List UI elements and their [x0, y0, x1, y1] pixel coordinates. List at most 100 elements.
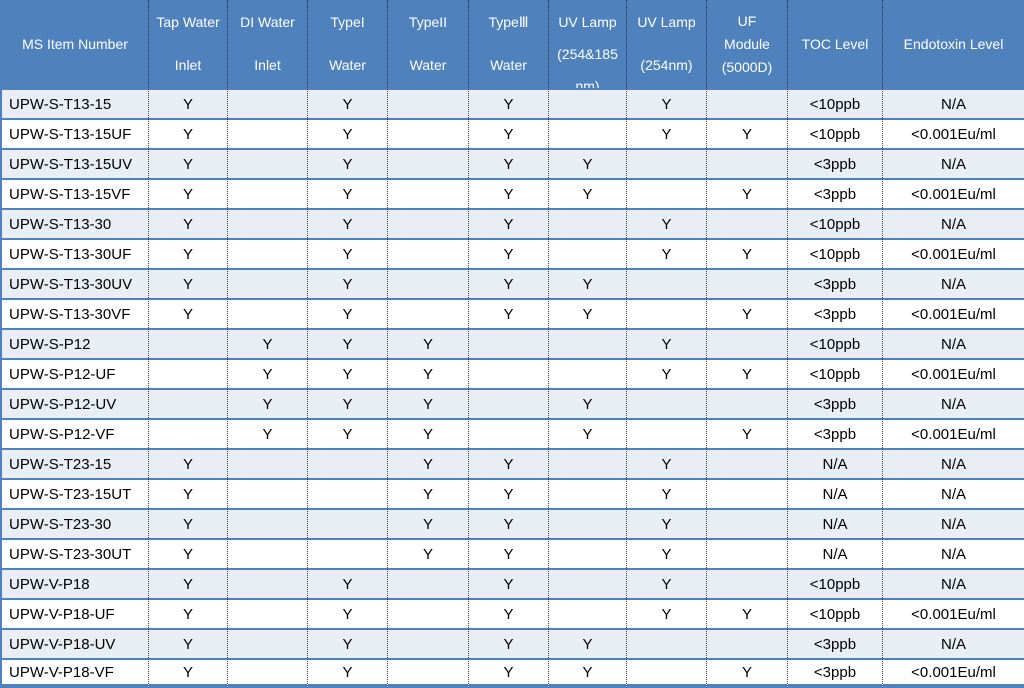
di-water-inlet-cell [228, 568, 308, 598]
uv-lamp-254nm-cell: Y [627, 118, 707, 148]
table-row: UPW-S-T13-15 Y Y Y Y <10ppb N/A [2, 88, 1024, 118]
uv-lamp-254-185nm-cell: Y [549, 148, 627, 178]
toc-level-cell: <10ppb [788, 88, 883, 118]
column-header-type1-water: TypeI Water [308, 0, 388, 88]
type2-water-cell [388, 118, 469, 148]
di-water-inlet-cell: Y [228, 388, 308, 418]
endotoxin-level-cell: N/A [883, 508, 1024, 538]
table-row: UPW-V-P18-UV Y Y Y Y <3ppb N/A [2, 628, 1024, 658]
toc-level-cell: <3ppb [788, 268, 883, 298]
toc-level-cell: <10ppb [788, 598, 883, 628]
uv-lamp-254-185nm-cell [549, 88, 627, 118]
di-water-inlet-cell [228, 148, 308, 178]
type3-water-cell: Y [469, 178, 549, 208]
type3-water-cell: Y [469, 658, 549, 688]
toc-level-cell: <3ppb [788, 178, 883, 208]
ms-item-number-cell: UPW-S-P12-UF [2, 358, 149, 388]
ms-item-number-cell: UPW-S-P12-UV [2, 388, 149, 418]
header-row: MS Item Number Tap Water Inlet DI Water … [2, 0, 1024, 88]
uv-lamp-254nm-cell: Y [627, 508, 707, 538]
table-row: UPW-S-T13-15UF Y Y Y Y Y <10ppb <0.001Eu… [2, 118, 1024, 148]
endotoxin-level-cell: N/A [883, 478, 1024, 508]
uv-lamp-254-185nm-cell [549, 478, 627, 508]
ms-item-number-cell: UPW-S-T13-15UV [2, 148, 149, 178]
uv-lamp-254-185nm-cell [549, 328, 627, 358]
endotoxin-level-cell: N/A [883, 328, 1024, 358]
toc-level-cell: <3ppb [788, 148, 883, 178]
tap-water-inlet-cell: Y [149, 448, 228, 478]
type1-water-cell: Y [308, 268, 388, 298]
di-water-inlet-cell [228, 628, 308, 658]
type3-water-cell: Y [469, 118, 549, 148]
uv-lamp-254-185nm-cell: Y [549, 268, 627, 298]
uv-lamp-254nm-cell [627, 388, 707, 418]
type2-water-cell [388, 568, 469, 598]
type1-water-cell [308, 538, 388, 568]
di-water-inlet-cell [228, 298, 308, 328]
column-header-uv-lamp-254nm: UV Lamp (254nm) [627, 0, 707, 88]
uf-module-cell [707, 268, 788, 298]
tap-water-inlet-cell: Y [149, 598, 228, 628]
uf-module-cell: Y [707, 658, 788, 688]
di-water-inlet-cell [228, 598, 308, 628]
tap-water-inlet-cell: Y [149, 238, 228, 268]
endotoxin-level-cell: N/A [883, 448, 1024, 478]
uf-module-cell: Y [707, 418, 788, 448]
di-water-inlet-cell [228, 478, 308, 508]
uv-lamp-254-185nm-cell: Y [549, 298, 627, 328]
uv-lamp-254-185nm-cell [549, 568, 627, 598]
endotoxin-level-cell: <0.001Eu/ml [883, 238, 1024, 268]
uv-lamp-254-185nm-cell: Y [549, 628, 627, 658]
type3-water-cell: Y [469, 268, 549, 298]
ms-item-number-cell: UPW-S-T13-30UF [2, 238, 149, 268]
type3-water-cell: Y [469, 298, 549, 328]
uf-module-cell: Y [707, 178, 788, 208]
ms-item-number-cell: UPW-S-T23-15UT [2, 478, 149, 508]
type3-water-cell: Y [469, 568, 549, 598]
uf-module-cell [707, 388, 788, 418]
endotoxin-level-cell: <0.001Eu/ml [883, 178, 1024, 208]
di-water-inlet-cell [228, 448, 308, 478]
type1-water-cell: Y [308, 358, 388, 388]
toc-level-cell: <3ppb [788, 418, 883, 448]
uv-lamp-254nm-cell [627, 268, 707, 298]
ms-item-number-cell: UPW-S-T23-15 [2, 448, 149, 478]
type1-water-cell: Y [308, 298, 388, 328]
endotoxin-level-cell: <0.001Eu/ml [883, 598, 1024, 628]
ms-item-number-cell: UPW-V-P18-UV [2, 628, 149, 658]
endotoxin-level-cell: <0.001Eu/ml [883, 118, 1024, 148]
ms-item-number-cell: UPW-S-T13-15 [2, 88, 149, 118]
tap-water-inlet-cell: Y [149, 208, 228, 238]
table-row: UPW-V-P18 Y Y Y Y <10ppb N/A [2, 568, 1024, 598]
uv-lamp-254nm-cell: Y [627, 238, 707, 268]
uv-lamp-254nm-cell: Y [627, 448, 707, 478]
toc-level-cell: <3ppb [788, 658, 883, 688]
endotoxin-level-cell: N/A [883, 268, 1024, 298]
uv-lamp-254-185nm-cell [549, 118, 627, 148]
column-header-toc-level: TOC Level [788, 0, 883, 88]
column-header-uv-lamp-254-185nm: UV Lamp (254&185 nm) [549, 0, 627, 88]
type1-water-cell [308, 508, 388, 538]
endotoxin-level-cell: N/A [883, 568, 1024, 598]
type2-water-cell [388, 238, 469, 268]
uf-module-cell [707, 538, 788, 568]
type2-water-cell: Y [388, 358, 469, 388]
type3-water-cell: Y [469, 538, 549, 568]
type1-water-cell [308, 448, 388, 478]
ms-item-number-cell: UPW-S-T23-30UT [2, 538, 149, 568]
type2-water-cell [388, 178, 469, 208]
tap-water-inlet-cell: Y [149, 88, 228, 118]
uf-module-cell: Y [707, 358, 788, 388]
type3-water-cell: Y [469, 598, 549, 628]
table-row: UPW-S-T23-30UT Y Y Y Y N/A N/A [2, 538, 1024, 568]
type1-water-cell: Y [308, 148, 388, 178]
table-row: UPW-S-T13-15UV Y Y Y Y <3ppb N/A [2, 148, 1024, 178]
uv-lamp-254nm-cell: Y [627, 478, 707, 508]
type2-water-cell: Y [388, 328, 469, 358]
table-row: UPW-S-P12 Y Y Y Y <10ppb N/A [2, 328, 1024, 358]
ms-item-number-cell: UPW-S-T13-30UV [2, 268, 149, 298]
endotoxin-level-cell: <0.001Eu/ml [883, 298, 1024, 328]
endotoxin-level-cell: <0.001Eu/ml [883, 358, 1024, 388]
table-row: UPW-S-T23-15UT Y Y Y Y N/A N/A [2, 478, 1024, 508]
tap-water-inlet-cell: Y [149, 568, 228, 598]
